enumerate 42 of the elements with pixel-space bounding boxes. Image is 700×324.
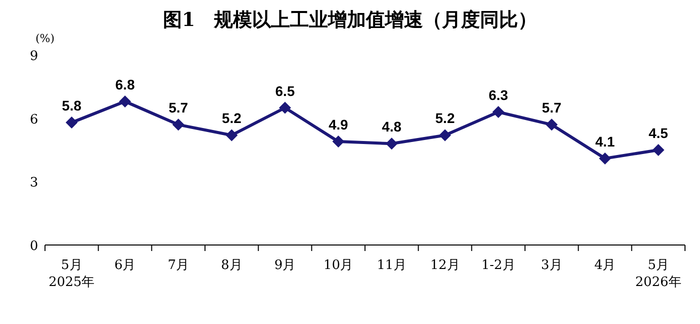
data-label: 6.8 [115,76,135,92]
data-label: 4.1 [595,133,615,150]
point [172,118,184,131]
x-tick-label: 8月 [221,258,242,273]
x-tick-label: 5月 2025年 [48,258,95,290]
data-label: 5.7 [542,100,562,116]
y-tick-label: 3 [30,176,38,191]
data-label: 4.5 [648,125,668,141]
data-label: 5.2 [435,110,455,126]
data-label: 5.2 [222,110,242,126]
x-tick-label: 9月 [274,258,296,273]
y-tick-label: 0 [30,239,38,254]
point [332,136,344,148]
point [279,102,291,114]
x-tick-label: 5月 2026年 [635,258,682,290]
point [386,138,398,150]
point [599,152,611,164]
x-tick-label: 4月 [594,258,616,273]
x-tick-label: 7月 [168,258,189,273]
x-tick-label: 6月 [114,258,136,273]
data-label: 6.3 [488,87,508,103]
point [66,116,78,129]
data-label: 4.8 [382,118,402,135]
y-tick-label: 9 [30,49,38,64]
data-label: 5.8 [62,98,82,114]
point [439,129,451,142]
point [226,129,238,142]
data-label: 6.5 [275,82,295,99]
point [119,95,131,108]
point [492,106,504,118]
chart-title: 图1 规模以上工业增加值增速（月度同比） [162,9,538,31]
point [652,144,664,156]
y-tick-label: 6 [30,112,38,128]
x-tick-label: 10月 [324,258,354,273]
data-label: 4.9 [328,116,348,133]
x-tick-label: 12月 [430,258,460,273]
point [546,118,558,131]
data-label: 5.7 [168,100,188,116]
x-tick-label: 1-2月 [481,258,516,273]
y-axis-title: (%) [35,32,55,45]
x-tick-label: 3月 [541,258,562,273]
x-tick-label: 11月 [376,258,406,273]
